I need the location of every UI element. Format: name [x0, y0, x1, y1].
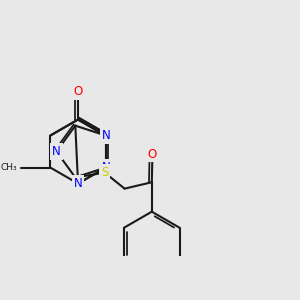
Text: CH₃: CH₃	[0, 163, 17, 172]
Text: O: O	[148, 148, 157, 160]
Text: N: N	[74, 177, 82, 190]
Text: O: O	[74, 85, 83, 98]
Text: S: S	[101, 166, 108, 179]
Text: N: N	[101, 129, 110, 142]
Text: N: N	[52, 145, 61, 158]
Text: N: N	[101, 161, 110, 174]
